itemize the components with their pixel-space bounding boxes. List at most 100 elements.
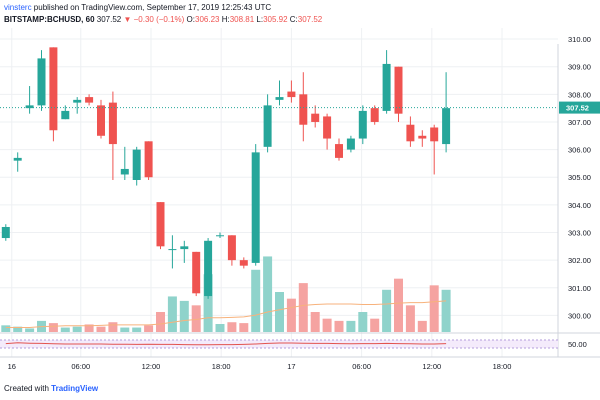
high-value: 308.81 [229, 15, 255, 24]
low-label: L: [256, 15, 264, 24]
time-tick-label: 06:00 [352, 362, 371, 371]
price-tick-label: 303.00 [568, 229, 591, 238]
volume-bar [25, 328, 35, 332]
candle [430, 124, 439, 175]
candle [227, 235, 236, 266]
candle [73, 97, 82, 114]
symbol-info: BITSTAMP:BCHUSD, 60 307.52 ▼ −0.30 (−0.1… [4, 14, 596, 26]
candle [97, 99, 105, 139]
candle-body [1, 226, 10, 239]
candle [251, 144, 260, 266]
volume-bar [394, 278, 403, 332]
candle [25, 86, 34, 114]
close-value: 307.52 [297, 15, 323, 24]
volume-bar [405, 305, 415, 332]
candle [287, 80, 296, 103]
volume-bar [108, 322, 118, 332]
price-tick-label: 304.00 [568, 201, 591, 210]
close-label: C: [289, 15, 298, 24]
candle-body [406, 124, 415, 142]
candle [120, 146, 129, 180]
candle-body [49, 47, 58, 131]
volume-bar [358, 312, 368, 332]
time-tick-label: 18:00 [212, 362, 231, 371]
volume-bar [298, 283, 308, 332]
candle [180, 240, 189, 263]
volume-bar [417, 320, 427, 332]
candle [85, 94, 94, 106]
volume-bar [60, 327, 70, 332]
chart-header: vinsterc published on TradingView.com, S… [4, 2, 596, 26]
volume-bar [156, 312, 165, 332]
candle-body [97, 105, 105, 136]
volume-bar [429, 285, 439, 332]
volume-bar [48, 323, 58, 332]
candle [442, 72, 451, 153]
symbol-label[interactable]: BITSTAMP:BCHUSD, 60 [4, 15, 95, 24]
volume-bar [322, 318, 332, 332]
volume-bar [382, 289, 392, 332]
candle-body [204, 240, 213, 297]
candle-body [418, 135, 427, 139]
price-change: ▼ −0.30 (−0.1%) [123, 15, 185, 24]
candle-body [144, 141, 153, 178]
volume-bar [203, 274, 213, 332]
candle [144, 141, 153, 180]
candle [132, 146, 141, 186]
price-axis[interactable]: 310.00 309.00 308.00 307.00 306.00 305.00 304.… [559, 35, 600, 320]
candle [394, 66, 403, 122]
candle-body [263, 105, 272, 147]
price-tick-label: 310.00 [568, 35, 591, 44]
candle-body [251, 152, 260, 263]
volume-bar [13, 326, 23, 332]
candle-body [323, 116, 332, 139]
candle-body [37, 58, 46, 106]
volume-bar [251, 269, 261, 332]
candle-body [394, 66, 403, 114]
rsi-pane: 50.00 [0, 332, 600, 349]
candle [49, 47, 58, 142]
tradingview-logo[interactable]: TradingView [51, 384, 99, 393]
volume-bar [310, 312, 320, 332]
author-link[interactable]: vinsterc [4, 3, 32, 12]
price-tick-label: 308.00 [568, 90, 591, 99]
volume-bar [346, 320, 356, 332]
high-label: H: [221, 15, 230, 24]
volume-bar [132, 327, 142, 332]
time-axis[interactable]: 16 06:00 12:00 18:00 17 06:00 12:00 18:00 [8, 362, 512, 371]
grid-lines [0, 28, 558, 357]
volume-bar [370, 318, 380, 332]
time-tick-label: 17 [287, 362, 295, 371]
low-value: 305.92 [263, 15, 288, 24]
price-tick-label: 300.00 [568, 311, 591, 320]
candle-body [382, 63, 391, 111]
candle [192, 251, 201, 297]
volume-bar [263, 256, 273, 332]
candle [156, 202, 165, 250]
open-label: O: [186, 15, 195, 24]
candle-body [299, 94, 308, 125]
candle-body [442, 108, 451, 145]
candle [204, 238, 213, 299]
candle-body [61, 110, 70, 120]
footer: Created with TradingView [4, 383, 98, 395]
candle-body [370, 108, 379, 122]
candle [239, 257, 248, 269]
candle-body [73, 99, 82, 103]
candle [335, 138, 343, 161]
candle-body [120, 168, 129, 175]
candle-body [227, 235, 236, 261]
candle [13, 152, 22, 172]
candle [61, 105, 70, 120]
candle-body [311, 113, 320, 122]
price-tick-label: 305.00 [568, 173, 591, 182]
volume-bar [179, 300, 189, 332]
candle-body [168, 249, 177, 251]
candle [346, 135, 355, 153]
candle-body [239, 260, 248, 266]
volume-bar [120, 327, 130, 332]
volume-bar [239, 323, 249, 332]
time-tick-label: 12:00 [422, 362, 441, 371]
published-text: published on TradingView.com, September … [33, 3, 272, 12]
volume-bar [191, 305, 201, 332]
